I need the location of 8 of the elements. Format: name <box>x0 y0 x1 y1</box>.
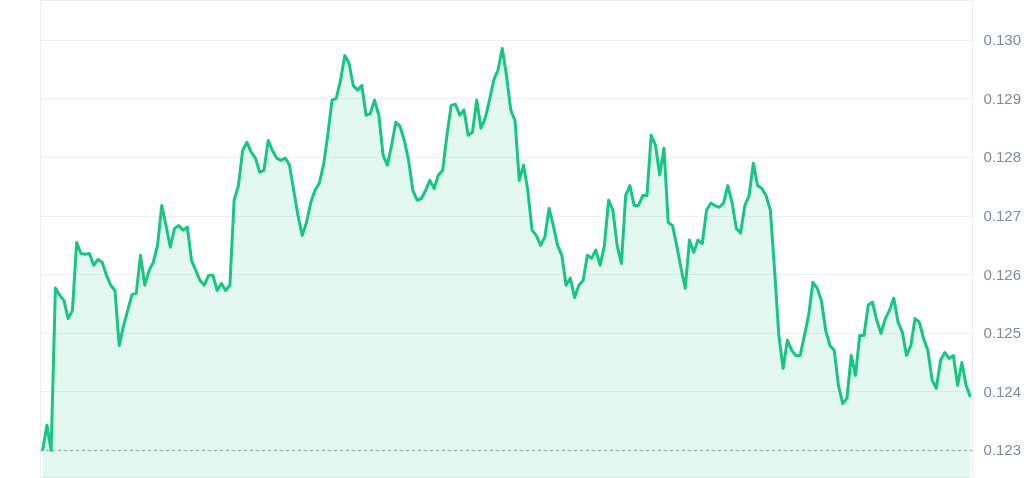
y-tick-label: 0.126 <box>983 265 1022 283</box>
y-tick-label: 0.128 <box>983 148 1022 166</box>
y-tick-label: 0.129 <box>983 89 1022 107</box>
y-tick-label: 0.123 <box>983 441 1022 459</box>
y-tick-label: 0.127 <box>983 207 1022 225</box>
y-tick-label: 0.130 <box>983 31 1022 49</box>
y-tick-label: 0.124 <box>983 382 1022 400</box>
y-tick-label: 0.125 <box>983 324 1022 342</box>
